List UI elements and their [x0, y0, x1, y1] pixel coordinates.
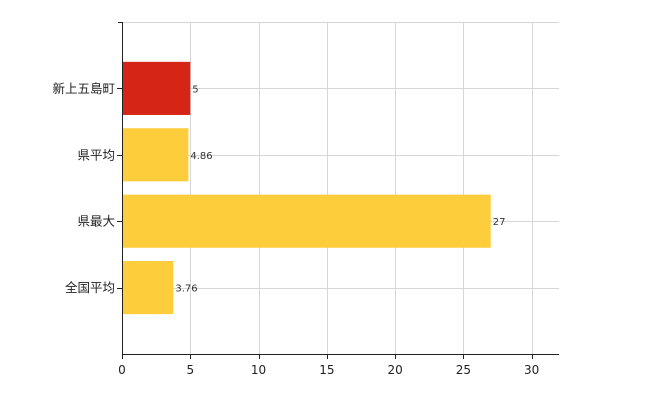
x-tick-label-25: 25	[456, 363, 471, 377]
value-label-3: 3.76	[175, 284, 197, 295]
category-label-3: 全国平均	[65, 280, 115, 295]
axis-layer	[117, 22, 559, 359]
bar-layer	[122, 61, 491, 315]
x-tick-label-5: 5	[186, 363, 194, 377]
value-label-0: 5	[192, 84, 198, 95]
bar-1	[122, 128, 189, 182]
category-label-1: 県平均	[77, 147, 115, 162]
x-tick-label-20: 20	[387, 363, 402, 377]
category-label-2: 県最大	[77, 214, 115, 229]
x-tick-label-15: 15	[319, 363, 334, 377]
bar-2	[122, 194, 491, 248]
value-label-2: 27	[493, 217, 506, 228]
bar-0	[122, 61, 191, 115]
category-label-0: 新上五島町	[52, 81, 115, 96]
value-label-1: 4.86	[190, 151, 212, 162]
x-tick-label-30: 30	[524, 363, 539, 377]
bar-3	[122, 261, 174, 315]
x-tick-label-0: 0	[118, 363, 126, 377]
x-tick-label-10: 10	[251, 363, 266, 377]
